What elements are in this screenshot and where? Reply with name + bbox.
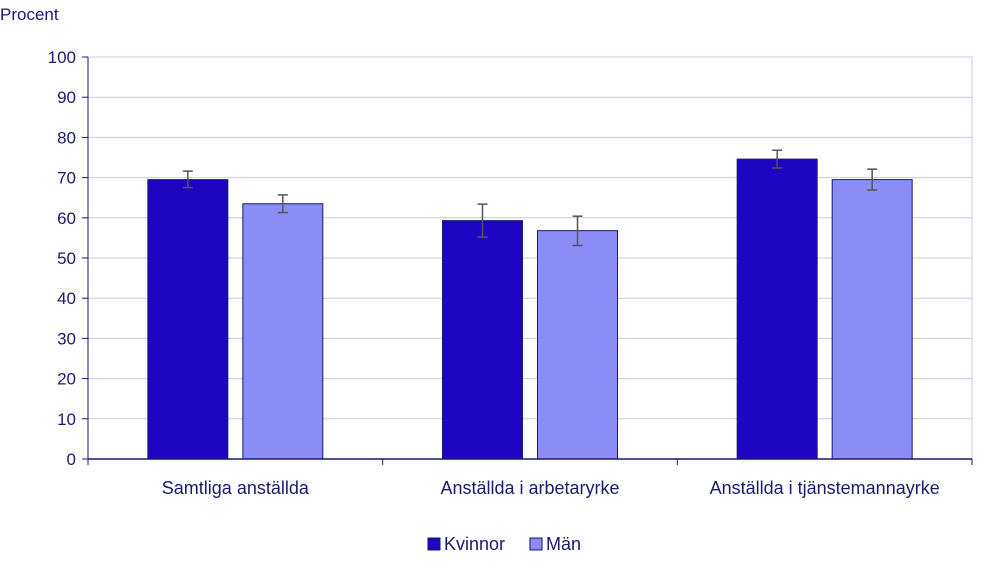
y-axis-unit-label: Procent: [0, 5, 59, 24]
legend-label: Män: [546, 534, 581, 554]
legend: Kvinnor Män: [427, 534, 581, 554]
legend-swatch: [427, 537, 441, 551]
y-tick-label: 80: [57, 128, 76, 147]
axes: 0 10 20 30 40 50 60 70 80 90 100 Samtliga anställda…: [48, 48, 973, 498]
error-bars: [182, 149, 878, 247]
bar-kvinnor-1: [147, 179, 229, 460]
category-label: Anställda i tjänstemannayrke: [710, 478, 940, 498]
y-tick-label: 60: [57, 209, 76, 228]
legend-swatch: [529, 537, 543, 551]
y-tick-label: 100: [48, 48, 76, 67]
legend-label: Kvinnor: [444, 534, 505, 554]
bars: [147, 158, 913, 460]
category-label: Samtliga anställda: [162, 478, 310, 498]
y-tick-label: 70: [57, 169, 76, 188]
bar-kvinnor-3: [736, 158, 818, 460]
y-tick-label: 30: [57, 329, 76, 348]
y-tick-label: 50: [57, 249, 76, 268]
y-tick-label: 90: [57, 88, 76, 107]
y-tick-label: 40: [57, 289, 76, 308]
y-tick-label: 20: [57, 370, 76, 389]
bar-m-n-2: [537, 230, 618, 460]
bar-kvinnor-2: [442, 220, 523, 460]
category-label: Anställda i arbetaryrke: [440, 478, 619, 498]
bar-m-n-1: [242, 203, 324, 460]
bar-m-n-3: [831, 179, 913, 460]
y-tick-label: 0: [67, 450, 76, 469]
y-tick-label: 10: [57, 410, 76, 429]
